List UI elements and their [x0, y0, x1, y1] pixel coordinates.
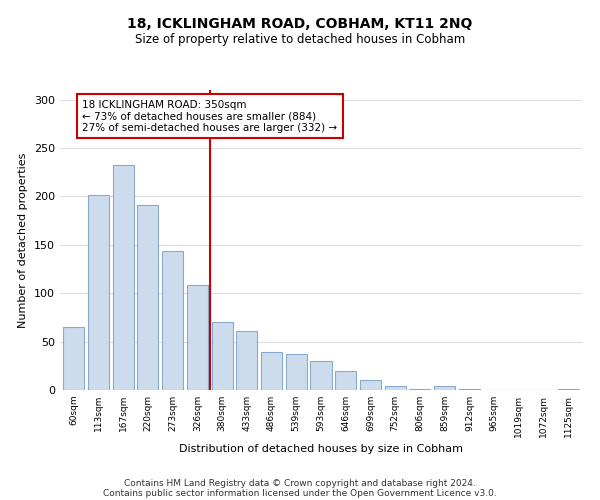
Bar — [409, 389, 430, 390]
Bar — [360, 380, 381, 390]
Bar — [113, 164, 134, 390]
Y-axis label: Number of detached properties: Number of detached properties — [19, 152, 28, 328]
Bar — [310, 361, 332, 390]
Bar — [212, 322, 233, 390]
Text: 18, ICKLINGHAM ROAD, COBHAM, KT11 2NQ: 18, ICKLINGHAM ROAD, COBHAM, KT11 2NQ — [127, 18, 473, 32]
Bar — [335, 370, 356, 390]
Text: Contains public sector information licensed under the Open Government Licence v3: Contains public sector information licen… — [103, 488, 497, 498]
Bar — [187, 286, 208, 390]
Bar — [162, 250, 183, 390]
Bar — [434, 386, 455, 390]
X-axis label: Distribution of detached houses by size in Cobham: Distribution of detached houses by size … — [179, 444, 463, 454]
Bar — [261, 352, 282, 390]
Bar — [558, 389, 579, 390]
Bar — [459, 389, 480, 390]
Bar — [385, 386, 406, 390]
Bar — [137, 205, 158, 390]
Text: 18 ICKLINGHAM ROAD: 350sqm
← 73% of detached houses are smaller (884)
27% of sem: 18 ICKLINGHAM ROAD: 350sqm ← 73% of deta… — [82, 100, 337, 133]
Text: Size of property relative to detached houses in Cobham: Size of property relative to detached ho… — [135, 32, 465, 46]
Text: Contains HM Land Registry data © Crown copyright and database right 2024.: Contains HM Land Registry data © Crown c… — [124, 478, 476, 488]
Bar — [286, 354, 307, 390]
Bar — [63, 327, 84, 390]
Bar — [236, 331, 257, 390]
Bar — [88, 194, 109, 390]
